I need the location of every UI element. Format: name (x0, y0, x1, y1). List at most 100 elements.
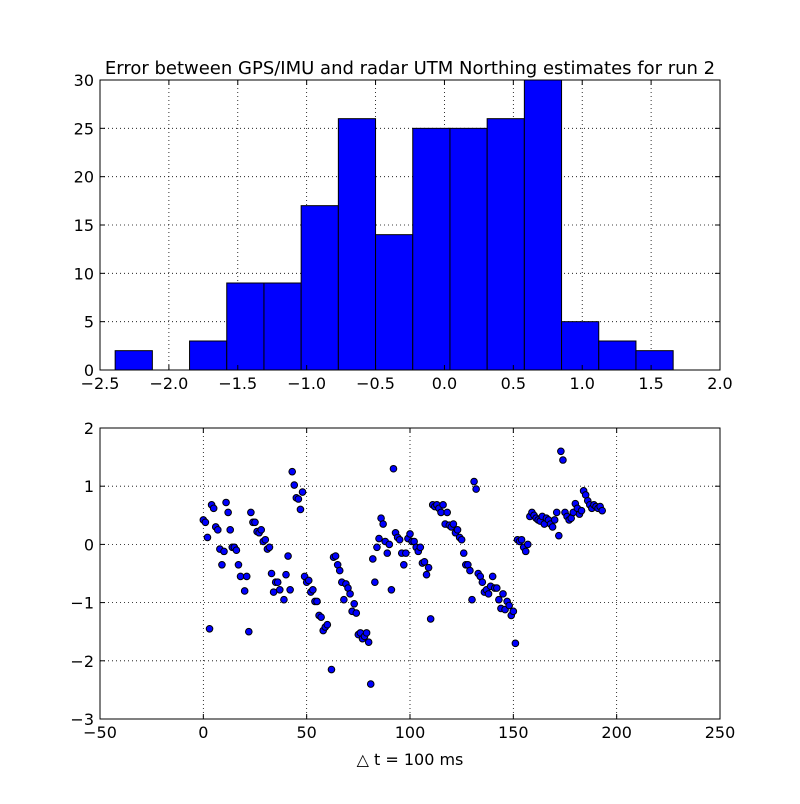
histogram-bar (300, 205, 339, 371)
scatter-point (524, 540, 532, 549)
scatter-point (350, 599, 359, 608)
scatter-point (352, 609, 361, 617)
scatter-y-tick-label: −2 (70, 652, 94, 671)
scatter-point (298, 488, 307, 496)
scatter-point (379, 520, 387, 528)
scatter-point (449, 520, 458, 528)
histogram-x-tick-label: 0.0 (432, 374, 457, 393)
scatter-x-tick-label: 250 (705, 723, 736, 742)
scatter-point (273, 578, 282, 587)
scatter-point (466, 566, 474, 575)
scatter-point (261, 535, 270, 544)
scatter-point (284, 552, 292, 560)
histogram-x-tick-label: −2.5 (81, 374, 120, 393)
scatter-point (472, 485, 480, 493)
scatter-point (236, 572, 245, 581)
scatter-point (362, 629, 371, 637)
scatter-ticks (99, 427, 721, 720)
scatter-point (453, 526, 462, 534)
histogram-bar (449, 127, 488, 371)
scatter-point (557, 447, 565, 456)
scatter-point (389, 464, 398, 473)
scatter-point (276, 585, 284, 594)
scatter-point (395, 535, 404, 544)
histogram-y-tick-label: 10 (74, 264, 94, 283)
scatter-point (296, 505, 305, 514)
histogram-y-tick-label: 20 (74, 168, 94, 187)
histogram-bar (337, 118, 377, 371)
histogram-bar (412, 127, 451, 371)
scatter-point (346, 590, 354, 598)
scatter-point (555, 531, 563, 540)
scatter-point (205, 624, 214, 633)
scatter-point (559, 456, 567, 464)
histogram-bar (486, 118, 525, 371)
scatter-point (470, 477, 478, 486)
histogram-panel: −2.5 −2.0 −1.5 −1.0 −0.5 0.0 0.5 1.0 1.5 2.0 0 5 10… (74, 71, 733, 393)
scatter-point (375, 534, 383, 543)
scatter-point (201, 518, 210, 527)
histogram-bars (114, 79, 674, 371)
histogram-bar (561, 321, 600, 371)
scatter-point (222, 498, 230, 507)
scatter-point (517, 535, 526, 544)
scatter-point (495, 595, 503, 604)
scatter-point (269, 588, 278, 596)
scatter-point (224, 508, 232, 517)
scatter-point (499, 590, 507, 598)
scatter-x-tick-label: 150 (498, 723, 529, 742)
scatter-point (416, 543, 425, 552)
histogram-bar (635, 350, 674, 371)
scatter-point (265, 543, 274, 552)
scatter-point (426, 615, 435, 623)
scatter-point (247, 508, 255, 517)
scatter-point (548, 523, 557, 531)
scatter-point (598, 506, 607, 515)
scatter-point (317, 613, 325, 621)
scatter-point (290, 481, 299, 489)
scatter-point (366, 680, 375, 688)
histogram-x-tick-label: 2.0 (707, 374, 732, 393)
histogram-bar (523, 79, 563, 371)
scatter-point (251, 518, 259, 527)
scatter-point (267, 569, 276, 578)
scatter-y-tick-labels: −3 −2 −1 0 1 2 (70, 419, 94, 729)
histogram-x-tick-label: 1.5 (638, 374, 663, 393)
scatter-point (323, 620, 332, 629)
scatter-point (478, 578, 487, 587)
histogram-x-tick-label: −0.5 (356, 374, 395, 393)
scatter-point (509, 607, 518, 616)
histogram-bar (375, 234, 414, 371)
histogram-x-tick-label: −1.0 (287, 374, 326, 393)
histogram-x-tick-label: −2.0 (149, 374, 188, 393)
scatter-point (340, 595, 348, 604)
scatter-point (422, 570, 431, 579)
chart-title: Error between GPS/IMU and radar UTM Nort… (105, 58, 715, 79)
scatter-y-tick-label: 1 (84, 477, 94, 496)
scatter-point (521, 547, 530, 556)
scatter-point (459, 549, 468, 557)
scatter-point (214, 526, 222, 534)
scatter-point (327, 665, 336, 674)
scatter-y-tick-label: 0 (84, 535, 94, 554)
histogram-bar (598, 340, 637, 371)
scatter-point (226, 526, 234, 534)
histogram-y-tick-label: 30 (74, 71, 94, 90)
histogram-y-tick-label: 5 (84, 313, 94, 332)
scatter-point (280, 595, 288, 604)
histogram-x-tick-label: 0.5 (501, 374, 526, 393)
scatter-panel: −50 0 50 100 150 200 250 −3 −2 −1 0 1 2 (70, 419, 735, 742)
scatter-x-tick-label: −50 (83, 723, 117, 742)
scatter-point (335, 566, 344, 575)
histogram-y-tick-labels: 0 5 10 15 20 25 30 (74, 71, 94, 380)
histogram-x-tick-label: 1.0 (569, 374, 594, 393)
scatter-point (406, 530, 414, 538)
scatter-point (245, 627, 253, 636)
scatter-point (424, 563, 433, 572)
scatter-point (493, 584, 501, 592)
scatter-point (257, 526, 266, 534)
scatter-x-tick-label: 200 (601, 723, 632, 742)
scatter-point (294, 495, 303, 503)
